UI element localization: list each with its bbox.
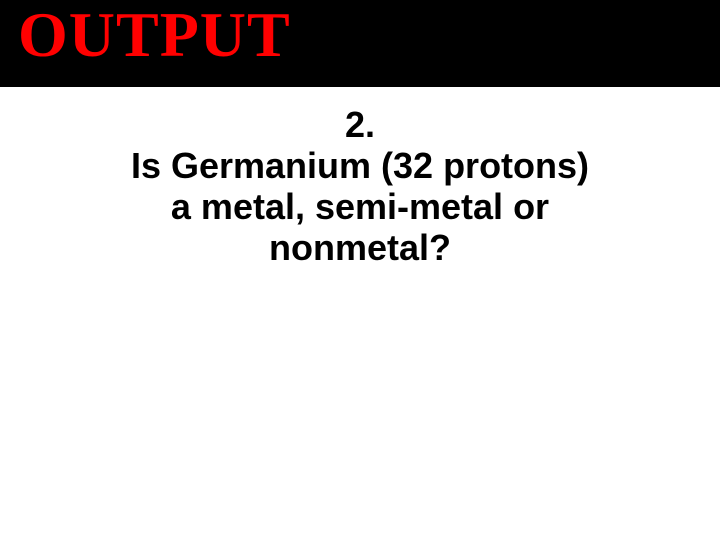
question-line-2: a metal, semi-metal or <box>0 186 720 227</box>
header-title: OUTPUT <box>18 0 291 72</box>
content-area: 2. Is Germanium (32 protons) a metal, se… <box>0 87 720 269</box>
question-number: 2. <box>0 105 720 145</box>
question-line-3: nonmetal? <box>0 227 720 268</box>
question-line-1: Is Germanium (32 protons) <box>0 145 720 186</box>
header-band: OUTPUT <box>0 0 720 86</box>
